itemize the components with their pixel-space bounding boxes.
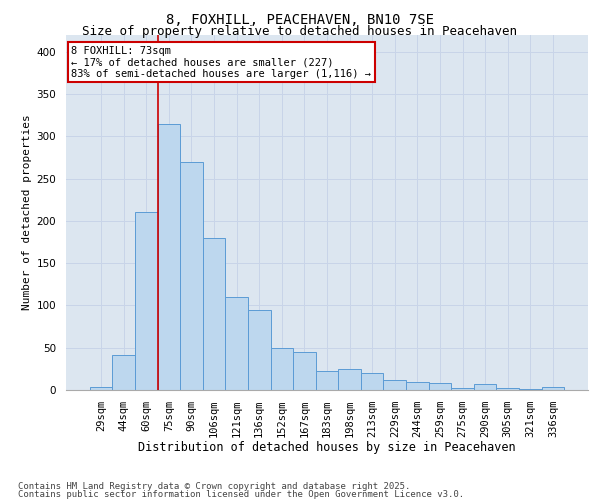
Bar [496, 388, 519, 390]
Bar [451, 388, 474, 390]
X-axis label: Distribution of detached houses by size in Peacehaven: Distribution of detached houses by size … [138, 442, 516, 454]
Bar [428, 383, 451, 390]
Text: Contains public sector information licensed under the Open Government Licence v3: Contains public sector information licen… [18, 490, 464, 499]
Bar [383, 380, 406, 390]
Text: 8 FOXHILL: 73sqm
← 17% of detached houses are smaller (227)
83% of semi-detached: 8 FOXHILL: 73sqm ← 17% of detached house… [71, 46, 371, 79]
Bar [203, 238, 226, 390]
Bar [226, 297, 248, 390]
Bar [338, 369, 361, 390]
Bar [293, 352, 316, 390]
Y-axis label: Number of detached properties: Number of detached properties [22, 114, 32, 310]
Bar [519, 389, 542, 390]
Bar [180, 162, 203, 390]
Bar [135, 212, 158, 390]
Bar [158, 124, 180, 390]
Bar [316, 372, 338, 390]
Text: Contains HM Land Registry data © Crown copyright and database right 2025.: Contains HM Land Registry data © Crown c… [18, 482, 410, 491]
Text: 8, FOXHILL, PEACEHAVEN, BN10 7SE: 8, FOXHILL, PEACEHAVEN, BN10 7SE [166, 12, 434, 26]
Bar [361, 373, 383, 390]
Bar [474, 384, 496, 390]
Bar [542, 388, 564, 390]
Text: Size of property relative to detached houses in Peacehaven: Size of property relative to detached ho… [83, 25, 517, 38]
Bar [406, 382, 428, 390]
Bar [271, 348, 293, 390]
Bar [112, 354, 135, 390]
Bar [90, 388, 112, 390]
Bar [248, 310, 271, 390]
